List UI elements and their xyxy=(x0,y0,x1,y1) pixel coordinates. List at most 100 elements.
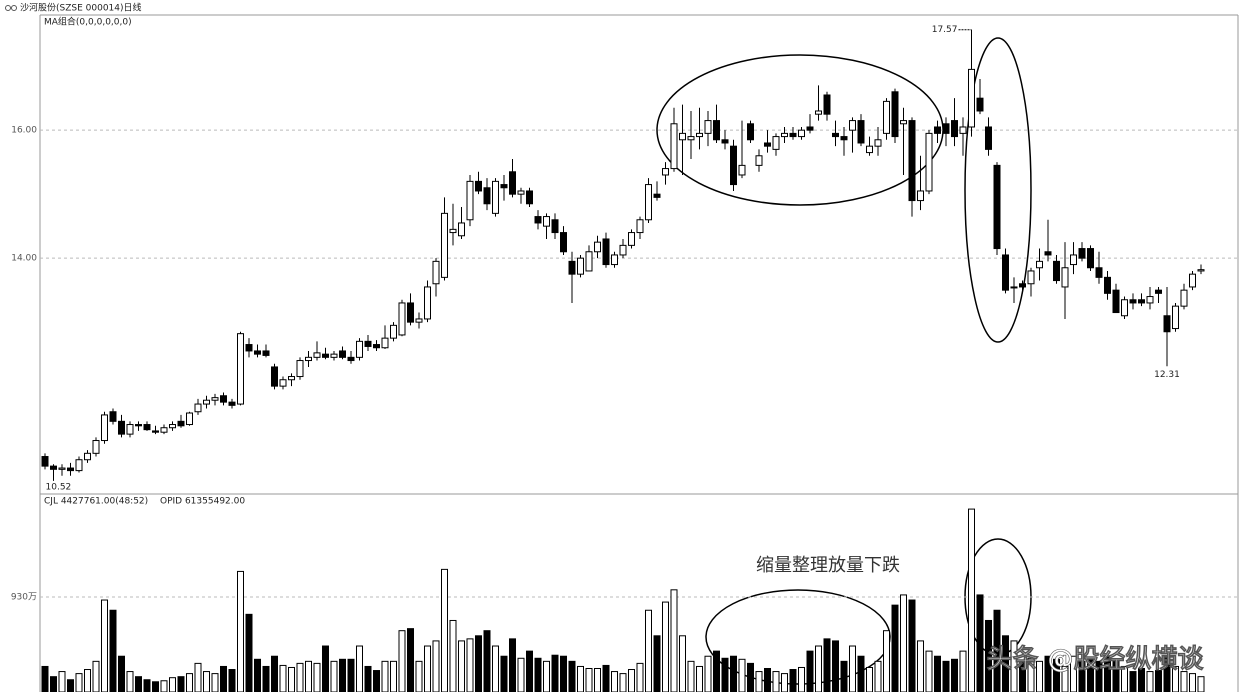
volume-bar xyxy=(101,599,108,692)
volume-bar xyxy=(67,679,74,692)
candle-body xyxy=(296,360,304,378)
volume-bar xyxy=(169,677,176,692)
volume-bar xyxy=(764,667,771,692)
volume-bar xyxy=(755,671,763,692)
volume-bar xyxy=(432,640,440,692)
candle-body xyxy=(211,397,219,401)
candle-body xyxy=(1121,299,1128,317)
candle-body xyxy=(942,123,950,134)
candle-body xyxy=(330,353,338,358)
volume-bar xyxy=(203,671,210,692)
candle-body xyxy=(985,126,992,150)
volume-bar xyxy=(662,601,669,692)
volume-bar xyxy=(585,667,593,692)
volume-bar xyxy=(254,658,261,692)
candle-body xyxy=(866,145,873,154)
volume-bar xyxy=(509,638,516,692)
volume-bar xyxy=(832,640,839,692)
candle-body xyxy=(662,168,669,176)
candle-body xyxy=(1061,267,1069,288)
candle-body xyxy=(432,260,440,285)
candle-body xyxy=(1027,270,1035,285)
candle-body xyxy=(747,123,754,141)
candle-body xyxy=(653,193,661,198)
low-label: 10.52 xyxy=(46,482,72,492)
candle-body xyxy=(492,180,499,214)
candle-body xyxy=(415,318,423,323)
high-label: 17.57 xyxy=(932,25,958,35)
candle-body xyxy=(670,123,678,170)
candle-body xyxy=(968,68,975,128)
volume-bar xyxy=(849,645,856,692)
watermark: 头条 @股经纵横谈 xyxy=(986,644,1204,675)
volume-bar xyxy=(1061,665,1069,692)
volume-bar xyxy=(908,599,916,692)
volume-bar xyxy=(356,645,363,692)
highlight-ellipse xyxy=(964,37,1032,343)
candle-body xyxy=(602,238,610,266)
candle-body xyxy=(1078,248,1086,259)
candle-body xyxy=(254,350,261,355)
candle-body xyxy=(1189,273,1196,288)
volume-bar xyxy=(92,660,100,692)
candle-body xyxy=(458,222,465,237)
volume-bar xyxy=(373,670,380,692)
annotation: 缩量整理放量下跌 xyxy=(756,555,900,576)
volume-bar xyxy=(305,660,312,692)
volume-bar xyxy=(41,665,49,692)
volume-subtitle: OPID 61355492.00 xyxy=(160,497,245,507)
candle-body xyxy=(101,414,108,442)
volume-bar xyxy=(798,666,805,692)
candle-body xyxy=(772,136,780,150)
volume-bar xyxy=(1129,671,1137,692)
volume-bar xyxy=(58,671,66,692)
candle-body xyxy=(500,184,508,189)
candle-body xyxy=(730,145,737,186)
volume-bar xyxy=(271,655,278,692)
volume-bar xyxy=(840,660,848,692)
volume-bar xyxy=(296,662,304,692)
candle-body xyxy=(1019,283,1026,288)
volume-bar xyxy=(1010,640,1018,692)
candle-body xyxy=(560,232,567,253)
volume-bar xyxy=(883,630,890,692)
y-tick-label: 14.00 xyxy=(11,254,37,264)
candle-body xyxy=(1087,248,1094,269)
candle-body xyxy=(543,216,550,227)
candle-body xyxy=(951,120,958,138)
candle-body xyxy=(764,142,771,147)
candle-body xyxy=(220,395,227,403)
volume-bar xyxy=(942,660,950,692)
volume-bar xyxy=(934,655,941,692)
candle-body xyxy=(679,132,686,141)
candle-body xyxy=(143,424,151,431)
volume-title: CJL 4427761.00(48:52) xyxy=(44,497,148,507)
volume-bar xyxy=(415,660,423,692)
candle-body xyxy=(271,366,278,387)
candle-body xyxy=(619,244,627,256)
volume-bar xyxy=(109,609,117,692)
volume-bar xyxy=(577,665,584,692)
candle-body xyxy=(135,424,142,427)
volume-bar xyxy=(1044,655,1052,692)
icon xyxy=(11,5,17,11)
low-label: 12.31 xyxy=(1154,370,1180,380)
candle-body xyxy=(339,350,346,358)
candle-body xyxy=(577,257,584,275)
volume-bar xyxy=(976,594,984,692)
volume-bar xyxy=(186,673,193,692)
candle-body xyxy=(628,232,635,246)
volume-bar xyxy=(543,660,550,692)
candle-body xyxy=(322,353,329,358)
candle-body xyxy=(789,132,797,138)
candle-body xyxy=(424,286,431,320)
volume-bar xyxy=(398,630,406,692)
volume-bar xyxy=(211,673,219,692)
volume-bar xyxy=(135,676,142,692)
candle-body xyxy=(687,136,695,141)
volume-bar xyxy=(279,664,287,692)
candle-body xyxy=(534,216,542,224)
volume-bar xyxy=(959,650,967,692)
candle-body xyxy=(738,164,746,176)
volume-bar xyxy=(815,645,822,692)
